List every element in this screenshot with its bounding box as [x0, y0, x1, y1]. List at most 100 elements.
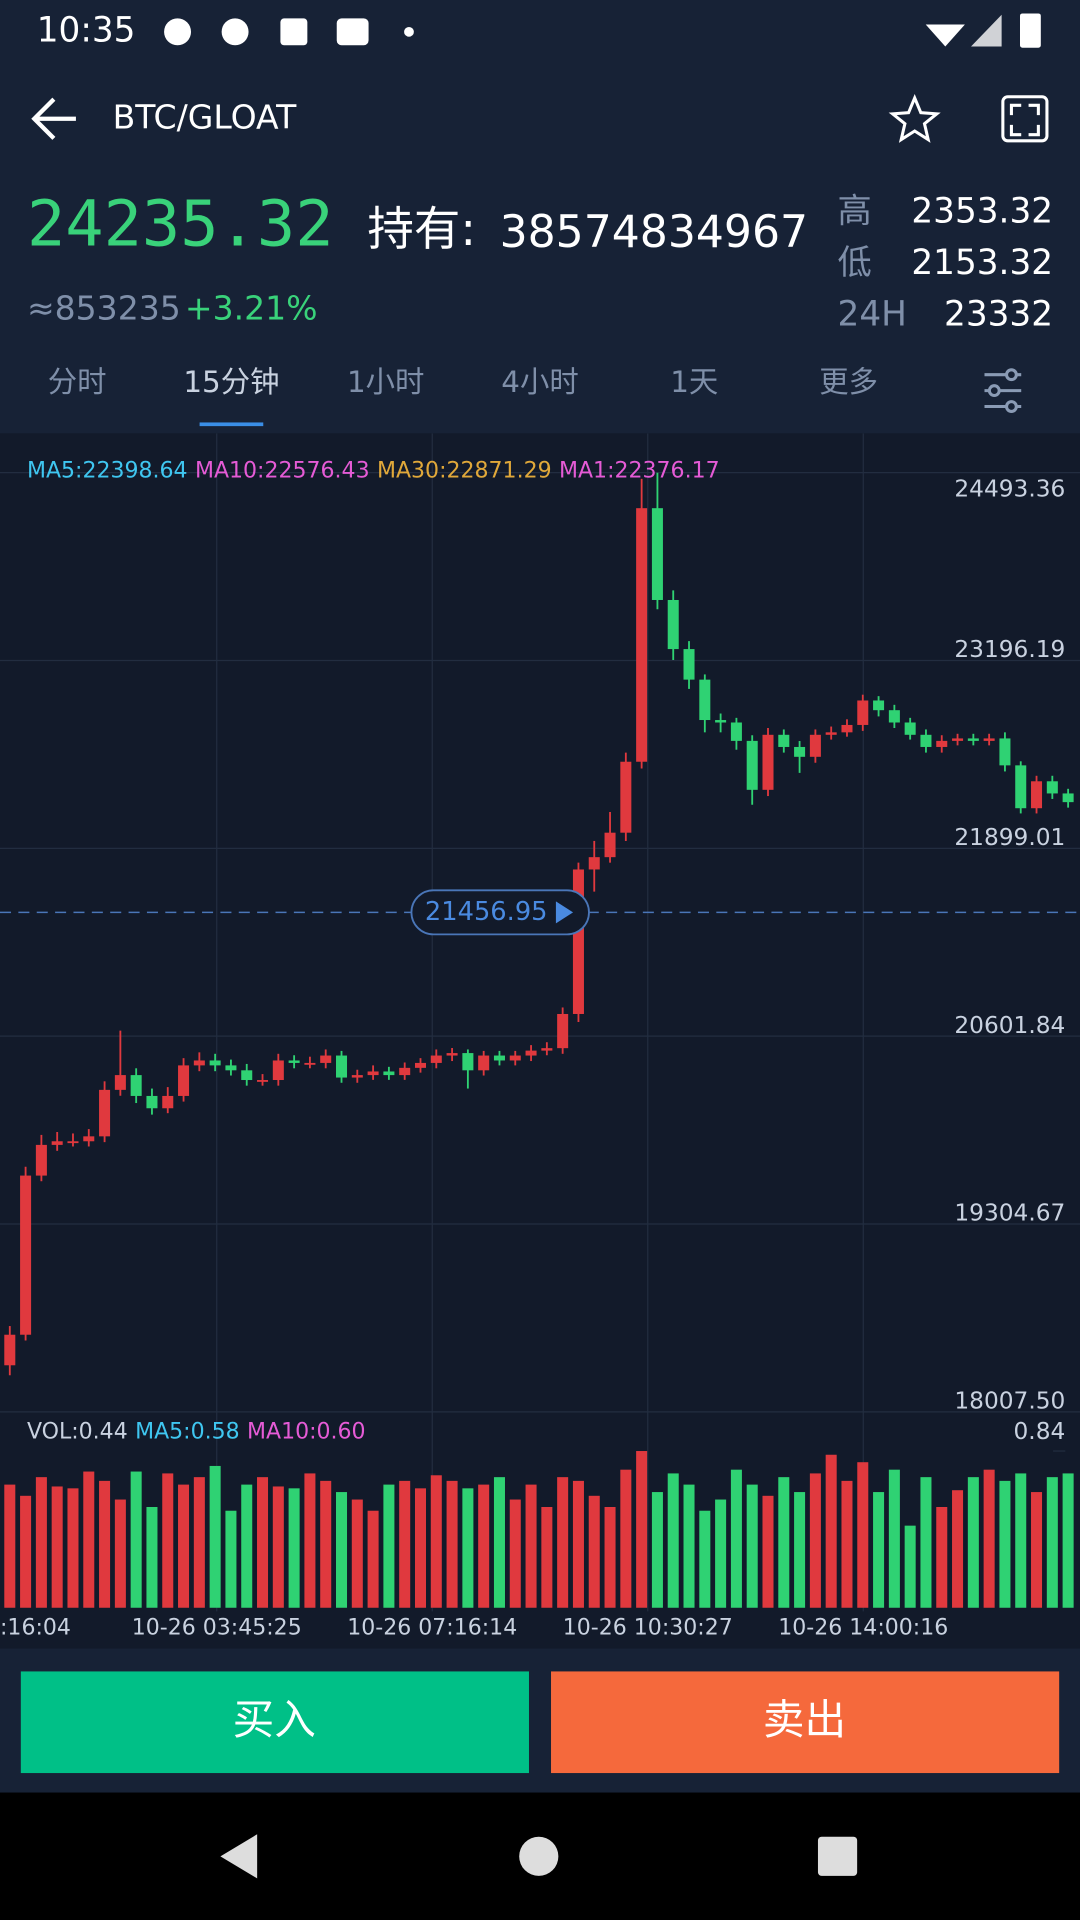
- fullscreen-button[interactable]: [1001, 95, 1049, 143]
- candle-body: [178, 1065, 190, 1096]
- volume-bar: [715, 1499, 727, 1608]
- volume-bar: [873, 1492, 885, 1608]
- candle-body: [841, 724, 853, 733]
- nav-back[interactable]: [220, 1834, 258, 1879]
- sell-button[interactable]: [551, 1671, 1060, 1774]
- nav-home[interactable]: [519, 1836, 559, 1876]
- y-tick-label: 19304.67: [954, 1200, 1065, 1227]
- volume-bar: [952, 1490, 964, 1608]
- candle-body: [730, 722, 742, 741]
- candle-body: [683, 649, 695, 680]
- candle-body: [162, 1095, 174, 1109]
- stat-label: 高: [838, 192, 872, 232]
- candle-body: [636, 508, 648, 762]
- nav-recents[interactable]: [817, 1836, 858, 1876]
- favorite-button[interactable]: [888, 93, 941, 143]
- candle-body: [588, 857, 600, 870]
- buy-label: 买入: [233, 1695, 316, 1744]
- volume-bar: [67, 1488, 79, 1608]
- candle-body: [83, 1136, 95, 1142]
- candle-body: [936, 740, 948, 747]
- candle-body: [572, 869, 584, 1014]
- candle-body: [620, 761, 632, 833]
- volume-bar: [1062, 1473, 1074, 1608]
- volume-bar: [620, 1469, 632, 1608]
- candle-body: [20, 1175, 32, 1335]
- volume-bar: [130, 1471, 142, 1608]
- ma-legend: MA1:22376.17: [559, 458, 720, 483]
- volume-bar: [35, 1477, 47, 1608]
- volume-bar: [272, 1486, 284, 1608]
- change-percent: +3.21%: [185, 288, 318, 327]
- volume-bar: [667, 1473, 679, 1608]
- candle-body: [320, 1055, 332, 1063]
- candle-body: [1031, 781, 1043, 809]
- tab[interactable]: 1小时: [347, 365, 424, 399]
- back-button[interactable]: [31, 97, 76, 140]
- candle-body: [399, 1067, 411, 1076]
- volume-bar: [351, 1499, 363, 1608]
- tab[interactable]: 1天: [670, 365, 718, 399]
- candle-body: [67, 1141, 79, 1144]
- tab[interactable]: 更多: [819, 365, 878, 399]
- candle-body: [1046, 781, 1058, 794]
- volume-bar: [20, 1495, 32, 1608]
- candle-body: [146, 1095, 158, 1109]
- volume-bar: [604, 1506, 616, 1608]
- ma-legend: MA10:22576.43: [195, 458, 370, 483]
- volume-bar: [509, 1499, 521, 1608]
- candle-body: [114, 1075, 126, 1090]
- stat-value: 2353.32: [911, 192, 1053, 232]
- candle-body: [446, 1053, 458, 1056]
- candle-body: [557, 1013, 569, 1049]
- tab[interactable]: 4小时: [501, 365, 578, 399]
- candle-body: [367, 1071, 379, 1076]
- tab[interactable]: 15分钟: [183, 365, 279, 399]
- wifi-icon: [925, 24, 965, 47]
- volume-bar: [541, 1506, 553, 1608]
- candle-body: [257, 1080, 269, 1082]
- volume-bar: [83, 1471, 95, 1608]
- volume-bar: [1031, 1492, 1043, 1608]
- candle-body: [604, 832, 616, 858]
- volume-bar: [99, 1480, 111, 1608]
- last-price-label: 21456.95: [425, 897, 548, 927]
- chart-bg: [0, 433, 1080, 1649]
- x-tick-label: 10-26 03:45:25: [132, 1616, 302, 1641]
- volume-bar: [320, 1480, 332, 1608]
- volume-bar: [336, 1492, 348, 1608]
- buy-button[interactable]: [20, 1671, 529, 1774]
- candle-body: [525, 1050, 537, 1056]
- stat-value: 23332: [944, 294, 1053, 334]
- volume-bar: [778, 1477, 790, 1608]
- vol-tick-label: 0.84: [1014, 1418, 1066, 1445]
- volume-bar: [888, 1469, 900, 1608]
- stat-value: 2153.32: [911, 243, 1053, 283]
- stat-label: 低: [838, 243, 872, 283]
- y-tick-label: 20601.84: [954, 1012, 1065, 1039]
- indicator-settings-button[interactable]: [984, 368, 1022, 413]
- candle-body: [272, 1060, 284, 1081]
- volume-bar: [414, 1488, 426, 1608]
- candle-body: [288, 1060, 300, 1063]
- sell-label: 卖出: [763, 1695, 846, 1744]
- last-price: 24235.32: [27, 187, 334, 261]
- candle-body: [999, 738, 1011, 766]
- volume-bar: [983, 1469, 995, 1608]
- settings-icon: [164, 18, 192, 46]
- candle-body: [51, 1141, 63, 1145]
- volume-bar: [304, 1473, 316, 1608]
- volume-bar: [841, 1480, 853, 1608]
- candle-body: [715, 720, 727, 723]
- tab-indicator: [199, 422, 264, 427]
- app-icon: [280, 18, 308, 46]
- candle-body: [651, 508, 663, 600]
- x-tick-label: 10-26 10:30:27: [563, 1616, 733, 1641]
- tab[interactable]: 分时: [48, 365, 107, 399]
- volume-bar: [857, 1462, 869, 1608]
- volume-bar: [683, 1484, 695, 1608]
- volume-bar: [462, 1488, 474, 1608]
- x-tick-label: :16:04: [0, 1616, 71, 1641]
- last-price-tag: [410, 889, 590, 936]
